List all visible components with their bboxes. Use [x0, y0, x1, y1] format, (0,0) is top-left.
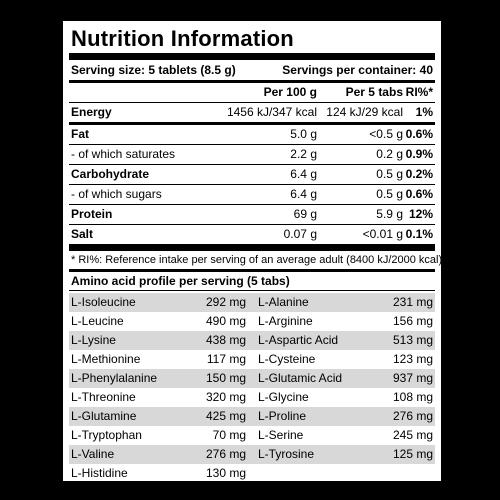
amino-acid-name: L-Lysine	[71, 333, 116, 347]
amino-acid-name: L-Alanine	[258, 295, 309, 309]
amino-acid-title: Amino acid profile per serving (5 tabs)	[71, 274, 290, 288]
ri-value: 0.2%	[405, 167, 433, 181]
amino-acid-value: 276 mg	[205, 447, 246, 461]
amino-acid-name: L-Phenylalanine	[71, 371, 158, 385]
per-serving-value: 0.5 g	[376, 187, 403, 201]
table-row: Fat 5.0 g <0.5 g 0.6%	[69, 125, 435, 144]
column-header-row: Per 100 g Per 5 tabs RI%*	[69, 83, 435, 102]
amino-acid-value: 231 mg	[392, 295, 433, 309]
amino-acid-name: L-Methionine	[71, 352, 141, 366]
amino-acid-table: L-Isoleucine 292 mg L-Alanine 231 mg L-Leu…	[69, 293, 435, 483]
nutrient-table: Energy 1456 kJ/347 kcal 124 kJ/29 kcal 1…	[69, 103, 435, 244]
nutrient-name: Salt	[71, 227, 94, 241]
servings-per-container: Servings per container: 40	[282, 63, 433, 77]
table-row: L-Tryptophan 70 mg L-Serine 245 mg	[69, 426, 435, 445]
amino-acid-name: L-Tyrosine	[258, 447, 315, 461]
amino-acid-name: L-Valine	[71, 447, 115, 461]
table-row: - of which sugars 6.4 g 0.5 g 0.6%	[69, 185, 435, 204]
per-100g-value: 2.2 g	[290, 147, 317, 161]
table-row: L-Threonine 320 mg L-Glycine 108 mg	[69, 388, 435, 407]
ri-value: 0.6%	[405, 187, 433, 201]
amino-acid-value: 292 mg	[205, 295, 246, 309]
per-100g-value: 6.4 g	[290, 167, 317, 181]
ri-value: 0.9%	[405, 147, 433, 161]
per-serving-value: <0.5 g	[369, 127, 403, 141]
per-100g-value: 5.0 g	[290, 127, 317, 141]
serving-size: Serving size: 5 tablets (8.5 g)	[71, 63, 236, 77]
table-row: L-Phenylalanine 150 mg L-Glutamic Acid 937…	[69, 369, 435, 388]
amino-acid-name: L-Proline	[258, 409, 307, 423]
per-serving-value: 124 kJ/29 kcal	[326, 105, 403, 119]
table-row: L-Valine 276 mg L-Tyrosine 125 mg	[69, 445, 435, 464]
amino-acid-name: L-Glycine	[258, 390, 309, 404]
table-row: - of which saturates 2.2 g 0.2 g 0.9%	[69, 145, 435, 164]
ri-value: 1%	[415, 105, 433, 119]
per-100g-value: 69 g	[293, 207, 317, 221]
nutrient-name: Energy	[71, 105, 112, 119]
amino-acid-value: 425 mg	[205, 409, 246, 423]
per-100g-value: 1456 kJ/347 kcal	[226, 105, 317, 119]
column-header: Per 5 tabs	[345, 85, 403, 99]
table-row: L-Isoleucine 292 mg L-Alanine 231 mg	[69, 293, 435, 312]
ri-value: 0.6%	[405, 127, 433, 141]
per-100g-value: 0.07 g	[283, 227, 317, 241]
amino-acid-value	[433, 464, 435, 483]
table-row: L-Leucine 490 mg L-Arginine 156 mg	[69, 312, 435, 331]
table-row: L-Histidine 130 mg	[69, 464, 435, 483]
amino-acid-name: L-Arginine	[258, 314, 313, 328]
table-row: Protein 69 g 5.9 g 12%	[69, 205, 435, 224]
amino-acid-value: 320 mg	[205, 390, 246, 404]
per-serving-value: <0.01 g	[362, 227, 403, 241]
amino-acid-name: L-Serine	[258, 428, 304, 442]
amino-acid-value: 937 mg	[392, 371, 433, 385]
amino-acid-name: L-Threonine	[71, 390, 136, 404]
amino-acid-name: L-Glutamic Acid	[258, 371, 343, 385]
table-row: L-Lysine 438 mg L-Aspartic Acid 513 mg	[69, 331, 435, 350]
amino-acid-value: 130 mg	[205, 466, 246, 480]
table-row: L-Glutamine 425 mg L-Proline 276 mg	[69, 407, 435, 426]
amino-acid-value: 108 mg	[392, 390, 433, 404]
column-header: Per 100 g	[263, 85, 317, 99]
amino-acid-value: 150 mg	[205, 371, 246, 385]
amino-acid-value: 513 mg	[392, 333, 433, 347]
amino-acid-name: L-Glutamine	[71, 409, 137, 423]
amino-acid-value: 276 mg	[392, 409, 433, 423]
amino-acid-value: 490 mg	[205, 314, 246, 328]
per-serving-value: 0.5 g	[376, 167, 403, 181]
nutrient-name: - of which saturates	[71, 147, 176, 161]
amino-acid-value: 156 mg	[392, 314, 433, 328]
amino-acid-value: 438 mg	[205, 333, 246, 347]
nutrient-name: Carbohydrate	[71, 167, 150, 181]
amino-acid-name: L-Tryptophan	[71, 428, 142, 442]
ri-value: 12%	[408, 207, 433, 221]
amino-acid-name: L-Cysteine	[258, 352, 316, 366]
amino-acid-name	[256, 464, 433, 483]
nutrient-name: - of which sugars	[71, 187, 162, 201]
amino-acid-name: L-Aspartic Acid	[258, 333, 339, 347]
nutrient-name: Protein	[71, 207, 113, 221]
amino-acid-name: L-Histidine	[71, 466, 128, 480]
panel-title: Nutrition Information	[71, 26, 294, 51]
table-row: Energy 1456 kJ/347 kcal 124 kJ/29 kcal 1…	[69, 103, 435, 122]
amino-acid-value: 117 mg	[206, 352, 246, 366]
ri-value: 0.1%	[405, 227, 433, 241]
amino-acid-value: 245 mg	[392, 428, 433, 442]
nutrition-panel: Nutrition Information Serving size: 5 ta…	[60, 18, 446, 484]
per-serving-value: 5.9 g	[376, 207, 403, 221]
table-row: Carbohydrate 6.4 g 0.5 g 0.2%	[69, 165, 435, 184]
amino-acid-value: 125 mg	[392, 447, 433, 461]
per-serving-value: 0.2 g	[376, 147, 403, 161]
per-100g-value: 6.4 g	[290, 187, 317, 201]
nutrient-name: Fat	[71, 127, 89, 141]
serving-row: Serving size: 5 tablets (8.5 g) Servings…	[69, 60, 435, 80]
ri-footnote: * RI%: Reference intake per serving of a…	[71, 254, 446, 266]
table-row: L-Methionine 117 mg L-Cysteine 123 mg	[69, 350, 435, 369]
amino-acid-name: L-Leucine	[71, 314, 124, 328]
table-row: Salt 0.07 g <0.01 g 0.1%	[69, 225, 435, 244]
column-header: RI%*	[405, 85, 433, 99]
amino-acid-name: L-Isoleucine	[71, 295, 136, 309]
amino-acid-value: 70 mg	[212, 428, 246, 442]
amino-acid-value: 123 mg	[392, 352, 433, 366]
